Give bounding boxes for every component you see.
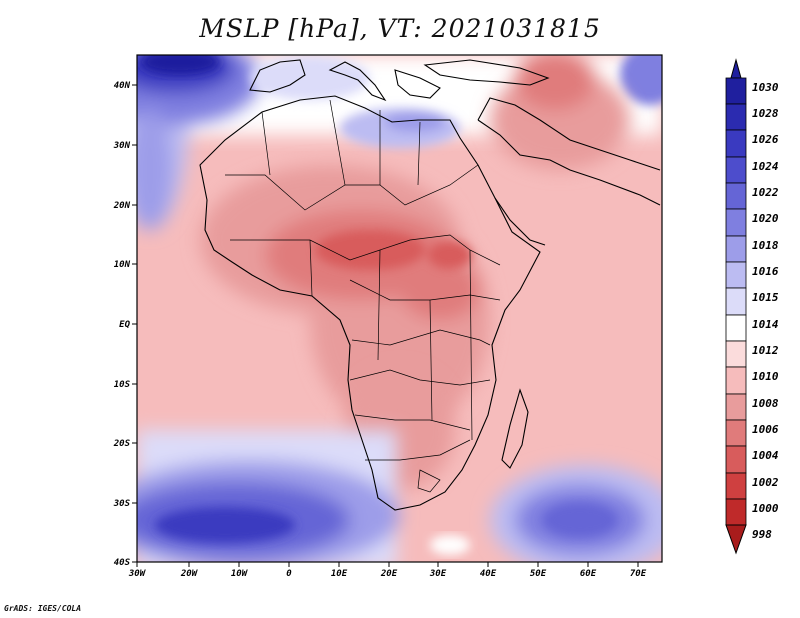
lon-label: 40E [480,569,497,579]
lon-label: 30E [429,569,447,579]
lat-label: 10N [114,260,131,270]
colorbar-label: 1012 [752,344,779,357]
colorbar-label: 1006 [752,423,779,436]
colorbar-swatch [725,419,747,447]
south-indian-high [542,502,618,538]
lon-label: 70E [630,569,647,579]
colorbar-label: 1030 [752,81,779,94]
colorbar-swatch [725,393,747,421]
longitude-axis: 30W 20W 10W 0 10E 20E 30E 40E 50E 60E 70… [128,562,647,579]
colorbar-label: 1008 [752,397,779,410]
plot-frame [136,54,663,563]
pressure-field [137,55,662,562]
colorbar-label: 998 [752,528,772,541]
colorbar-swatch [725,498,747,526]
lon-label: 10W [231,569,249,579]
lat-label: 20N [113,201,131,211]
colorbar-label: 1024 [752,160,779,173]
colorbar-label: 1000 [752,502,779,515]
lat-label: 30S [113,499,131,509]
lat-label: 30N [113,141,131,151]
lon-label: 50E [530,569,547,579]
colorbar-top-arrow [730,58,742,79]
colorbar-label: 1016 [752,265,779,278]
map-title: MSLP [hPa], VT: 2021031815 [199,14,601,43]
colorbar-swatch [725,472,747,500]
colorbar: 1030 1028 1026 1024 1022 1020 1018 1016 … [725,58,779,555]
lon-label: 60E [580,569,597,579]
colorbar-swatch [725,156,747,184]
coastlines [199,59,661,511]
lat-label: 20S [113,439,131,449]
colorbar-swatch [725,235,747,263]
south-atlantic-high [155,507,295,543]
colorbar-bottom-arrow [725,524,747,555]
footer-credit: GrADS: IGES/COLA [4,604,82,613]
colorbar-swatch [725,77,747,105]
lat-label: EQ [119,320,130,330]
colorbar-label: 1028 [752,107,779,120]
lat-label: 40S [114,558,131,568]
lon-label: 20W [180,569,199,579]
colorbar-swatch [725,366,747,395]
colorbar-label: 1018 [752,239,779,252]
colorbar-label: 1010 [752,370,779,383]
colorbar-label: 1004 [752,449,779,462]
colorbar-label: 1022 [752,186,779,199]
country-borders [225,99,501,493]
colorbar-swatch [725,182,747,210]
sahel-low-core [315,230,425,270]
colorbar-label: 1014 [752,318,779,331]
colorbar-label: 1015 [752,291,779,304]
lon-label: 10E [331,569,348,579]
colorbar-swatch [725,103,747,131]
lon-label: 20E [380,569,398,579]
north-atlantic-high [140,55,220,75]
colorbar-swatch [725,314,747,342]
lat-label: 40N [114,81,131,91]
colorbar-swatch [725,261,747,289]
lon-label: 0 [286,569,292,579]
colorbar-label: 1020 [752,212,779,225]
latitude-axis: 40N 30N 20N 10N EQ 10S 20S 30S 40S [113,81,137,568]
colorbar-label: 1002 [752,476,779,489]
mediterranean-ridge [385,112,445,132]
colorbar-swatch [725,445,747,474]
colorbar-swatch [725,208,747,237]
colorbar-swatch [725,340,747,368]
colorbar-swatch [725,287,747,316]
colorbar-label: 1026 [752,133,779,146]
lon-label: 30W [128,569,147,579]
colorbar-swatch [725,129,747,158]
lat-label: 10S [114,380,131,390]
